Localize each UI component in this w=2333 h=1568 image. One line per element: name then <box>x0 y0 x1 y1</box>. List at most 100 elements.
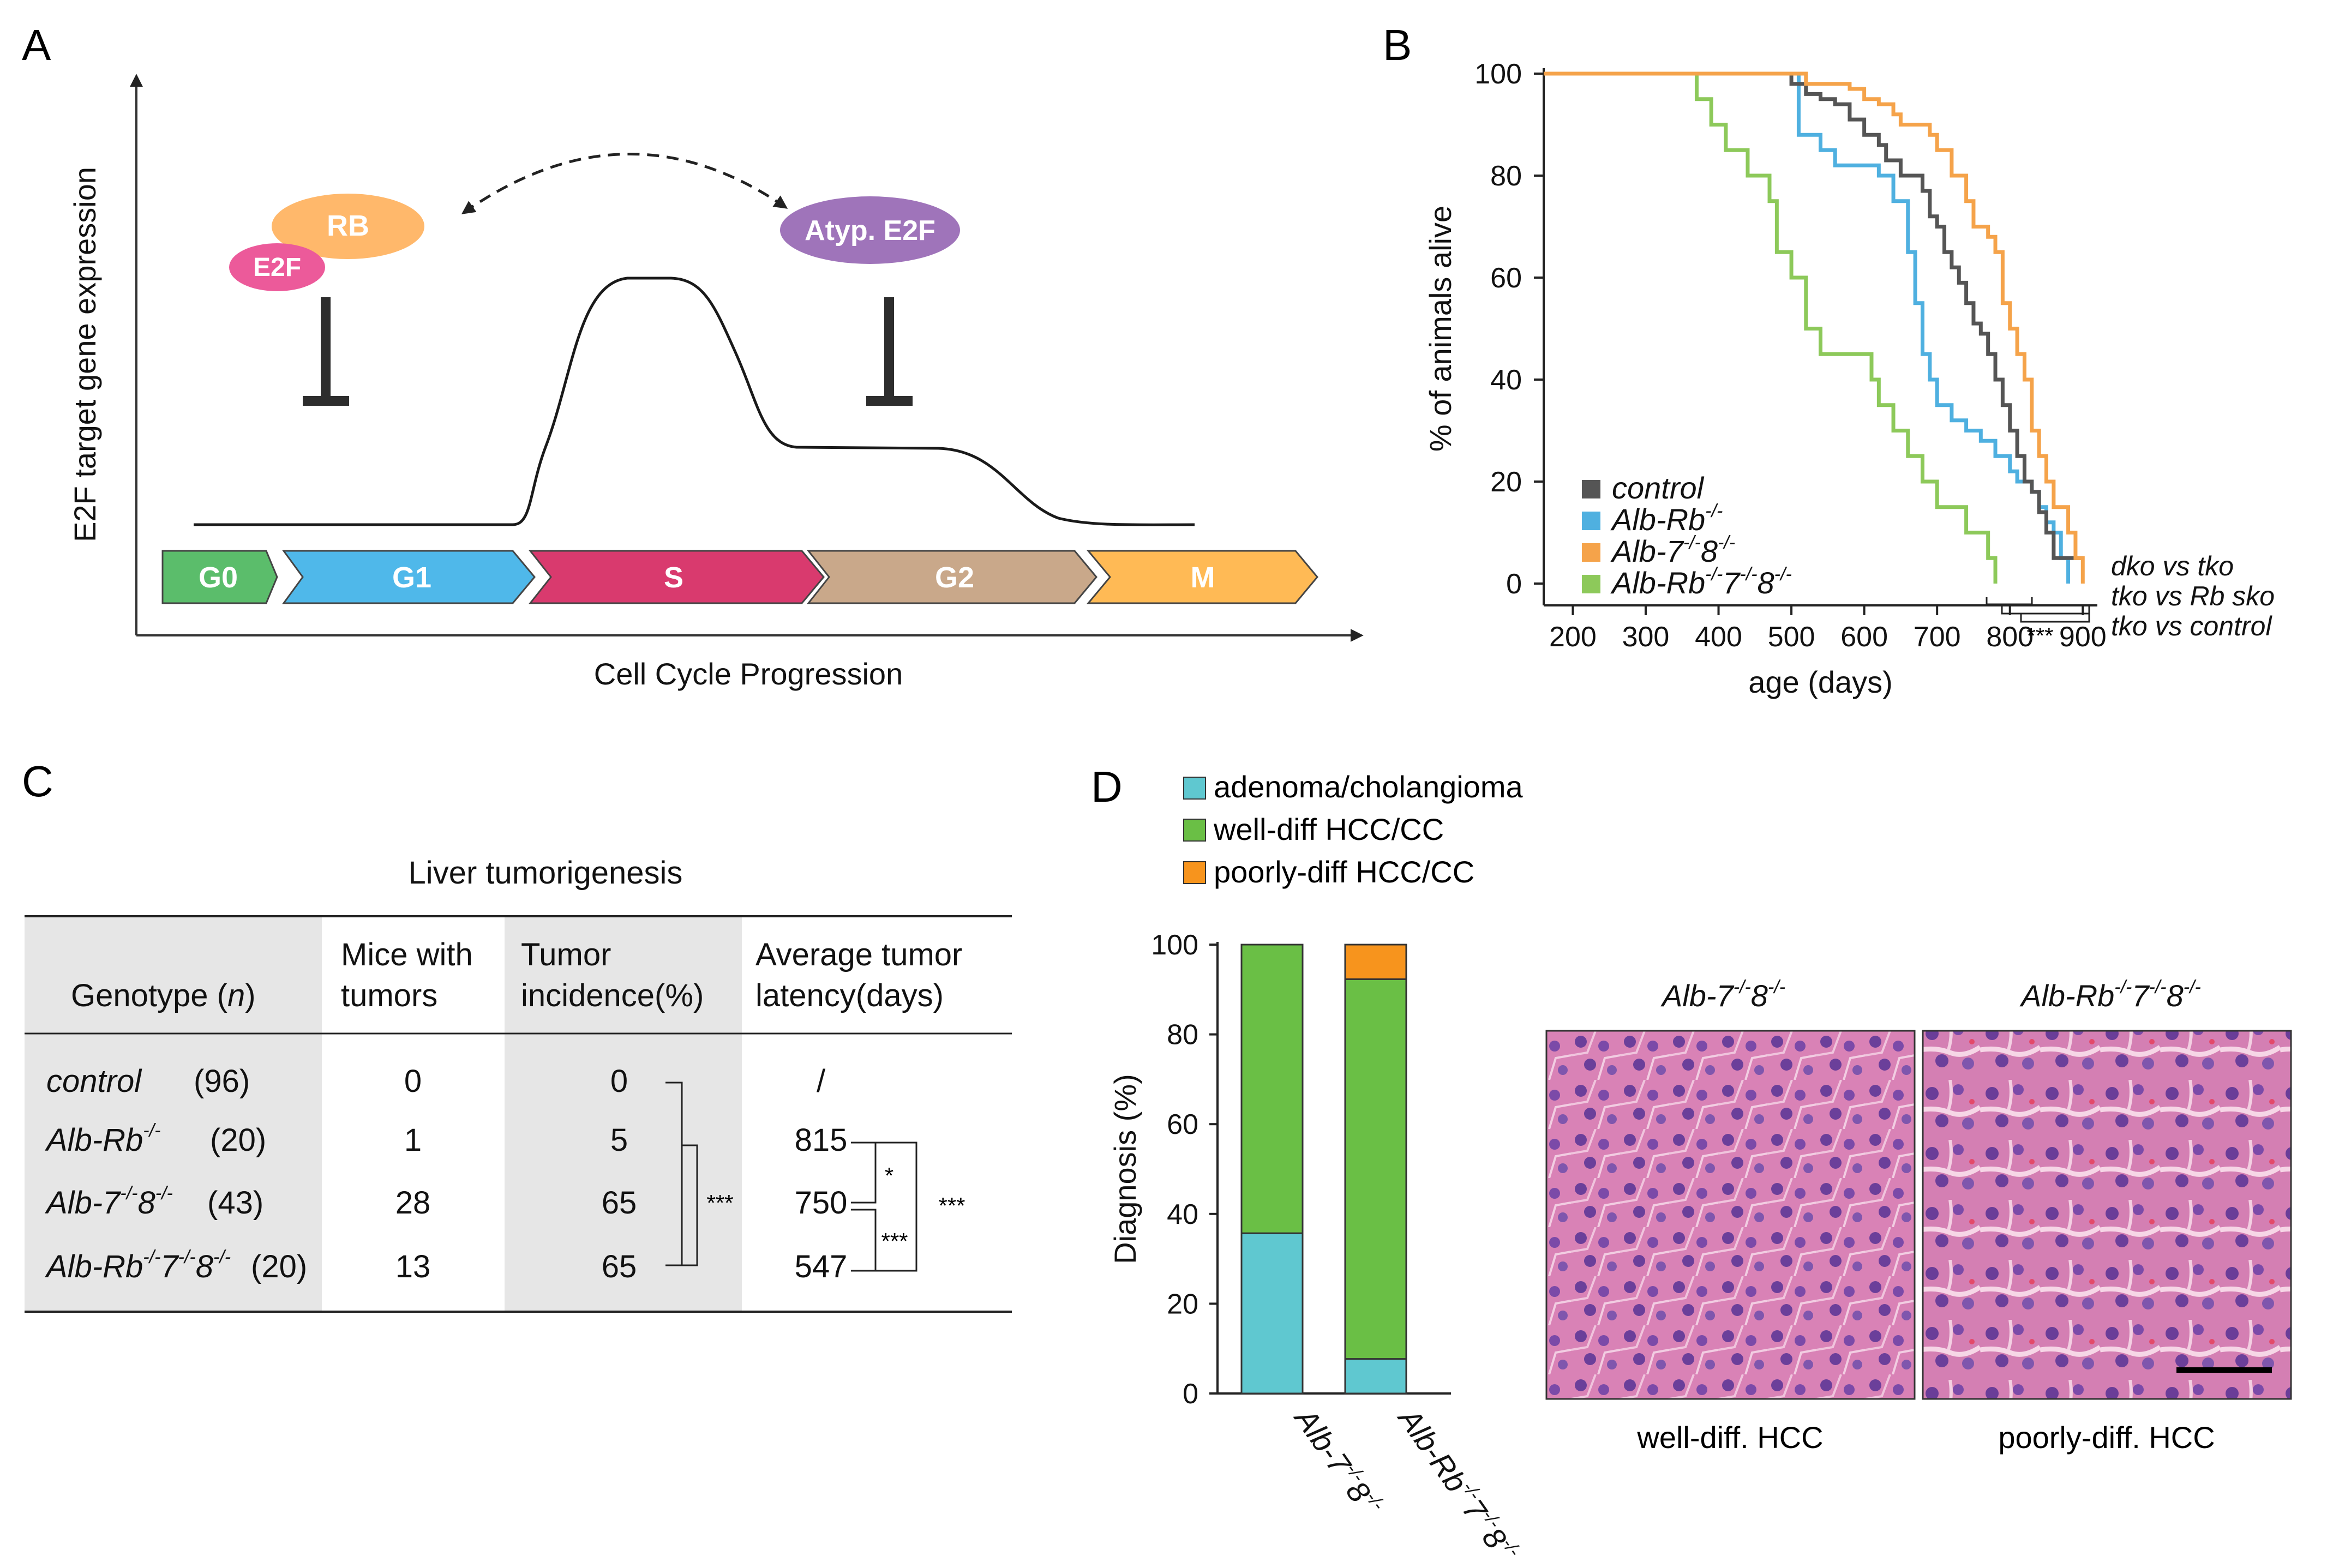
row-genotype: Alb-Rb-/- <box>45 1120 160 1158</box>
legend-label-well: well-diff HCC/CC <box>1213 812 1444 846</box>
phase-g0-label: G0 <box>199 561 238 594</box>
table-row: Alb-Rb-/-7-/-8-/- (20) 13 65 547 <box>45 1247 847 1284</box>
survival-x-tick-label: 900 <box>2059 621 2107 653</box>
panel-c: C Liver tumorigenesis Genotype (n) Mice … <box>22 757 1012 1313</box>
row-mice: 28 <box>395 1185 431 1221</box>
survival-x-axis-label: age (days) <box>1748 665 1893 699</box>
survival-y-tick-label: 40 <box>1490 364 1522 396</box>
survival-legend-swatch <box>1582 543 1600 562</box>
diagnosis-category-label: Alb-Rb-/-7-/-8-/- <box>1391 1400 1525 1568</box>
legend-swatch-adenoma <box>1183 777 1206 800</box>
header-incidence-2: incidence(%) <box>521 978 704 1013</box>
legend-swatch-poorly <box>1183 861 1206 884</box>
diagnosis-y-tick-label: 100 <box>1151 929 1198 961</box>
dashed-double-arrow <box>461 153 788 214</box>
row-incidence: 5 <box>610 1122 628 1158</box>
row-n: (20) <box>251 1249 307 1284</box>
survival-x-tick-label: 400 <box>1695 621 1742 653</box>
survival-legend-label: control <box>1612 471 1705 505</box>
row-incidence: 65 <box>602 1249 637 1284</box>
row-n: (96) <box>194 1064 250 1099</box>
genotype-column-shade <box>25 916 322 1312</box>
legend-label-poorly: poorly-diff HCC/CC <box>1214 855 1474 889</box>
micrograph-well-diff <box>1545 1030 1916 1400</box>
latency-sig-b: *** <box>881 1228 908 1254</box>
survival-x-tick-label: 800 <box>1986 621 2034 653</box>
survival-legend-label: Alb-7-/-8-/- <box>1610 532 1735 568</box>
sig-label-tko-control: tko vs control <box>2111 611 2272 641</box>
survival-chart: 0 20 40 60 80 100 200 300 400 500 600 700 800 900 age … <box>1423 58 2107 699</box>
row-latency: 815 <box>795 1122 848 1158</box>
survival-line-3 <box>1544 71 1998 584</box>
panel-a: A E2F target gene expression Cell Cycle … <box>22 21 1364 691</box>
row-mice: 0 <box>404 1064 422 1099</box>
diagnosis-y-tick-label: 0 <box>1183 1378 1198 1410</box>
phase-m: M <box>1086 550 1318 604</box>
panel-a-x-axis-label: Cell Cycle Progression <box>594 657 903 691</box>
diagnosis-category-label: Alb-7-/-8-/- <box>1287 1400 1388 1523</box>
micrograph-title-1: Alb-7-/-8-/- <box>1660 977 1785 1013</box>
diagnosis-y-tick-label: 60 <box>1167 1109 1198 1140</box>
significance-labels: dko vs tko tko vs Rb sko tko vs control … <box>1986 551 2275 648</box>
survival-x-tick-label: 200 <box>1549 621 1597 653</box>
survival-legend-label: Alb-Rb-/- <box>1610 501 1723 537</box>
header-incidence-1: Tumor <box>521 937 611 972</box>
row-mice: 13 <box>395 1249 431 1284</box>
panel-d-label: D <box>1091 762 1123 811</box>
survival-line-2 <box>1544 71 2085 584</box>
row-n: (20) <box>210 1122 266 1158</box>
phase-s: S <box>528 550 825 604</box>
incidence-sig-bracket <box>665 1082 698 1266</box>
row-latency: / <box>817 1064 826 1099</box>
sig-stars-b: *** <box>2026 623 2053 648</box>
row-latency: 547 <box>795 1249 848 1284</box>
survival-line-0 <box>1544 71 2083 560</box>
micrograph-poorly-diff <box>1922 1030 2292 1400</box>
survival-x-tick-label: 600 <box>1840 621 1888 653</box>
e2f-label: E2F <box>253 253 301 282</box>
legend-label-adenoma: adenoma/cholangioma <box>1214 770 1523 804</box>
panel-b: B 0 20 40 60 80 100 200 300 400 500 600 700 800 900 ag… <box>1383 21 2275 699</box>
inhibition-bar-atyp <box>866 297 913 406</box>
diagnosis-bar-segment <box>1240 1232 1304 1395</box>
survival-legend-swatch <box>1582 480 1600 498</box>
survival-y-tick-label: 60 <box>1490 262 1522 294</box>
phase-g1: G1 <box>282 550 536 604</box>
header-mice-1: Mice with <box>341 937 473 972</box>
row-incidence: 65 <box>602 1185 637 1221</box>
table-row: Alb-7-/-8-/- (43) 28 65 750 <box>45 1183 847 1221</box>
row-incidence: 0 <box>610 1064 628 1099</box>
row-genotype: Alb-Rb-/-7-/-8-/- <box>45 1247 231 1284</box>
row-latency: 750 <box>795 1185 848 1221</box>
latency-sig-a: * <box>885 1163 893 1188</box>
diagnosis-chart: 0 20 40 60 80 100 Diagnosis (%) Alb-7-/-8-/-Alb… <box>1108 929 1525 1568</box>
sig-brackets <box>1986 597 2090 623</box>
e2f-ellipse <box>229 243 325 291</box>
table-row: Alb-Rb-/- (20) 1 5 815 <box>45 1120 847 1158</box>
survival-legend-swatch <box>1582 512 1600 530</box>
row-genotype: Alb-7-/-8-/- <box>45 1183 173 1221</box>
survival-y-tick-label: 100 <box>1474 58 1522 90</box>
micrograph-caption-2: poorly-diff. HCC <box>1998 1420 2215 1455</box>
table-title: Liver tumorigenesis <box>409 855 683 891</box>
phase-g2: G2 <box>806 550 1097 604</box>
survival-y-tick-label: 80 <box>1490 160 1522 192</box>
diagnosis-y-tick-label: 40 <box>1167 1199 1198 1230</box>
rb-label: RB <box>327 209 369 242</box>
diagnosis-bar-segment <box>1240 944 1304 1234</box>
survival-y-tick-label: 0 <box>1506 568 1522 600</box>
incidence-sig-stars: *** <box>706 1190 733 1216</box>
diagnosis-bar-segment <box>1344 944 1407 980</box>
atyp-e2f-complex: Atyp. E2F <box>780 196 960 264</box>
atyp-label: Atyp. E2F <box>805 215 935 247</box>
survival-x-tick-label: 300 <box>1622 621 1670 653</box>
phase-m-label: M <box>1191 561 1215 594</box>
inhibition-bar-rb <box>303 297 349 406</box>
phase-g2-label: G2 <box>935 561 974 594</box>
header-mice-2: tumors <box>341 978 437 1013</box>
survival-legend-swatch <box>1582 575 1600 593</box>
latency-sig-brackets <box>851 1142 917 1272</box>
atyp-ellipse <box>780 196 960 264</box>
panel-b-label: B <box>1383 21 1412 69</box>
rb-e2f-complex: RB E2F <box>229 194 424 291</box>
